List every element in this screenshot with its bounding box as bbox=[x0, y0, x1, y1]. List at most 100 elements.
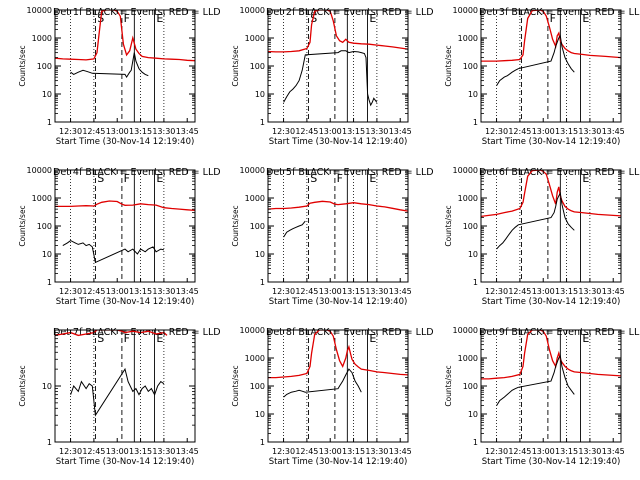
y-tick-label: 10000 bbox=[27, 6, 52, 15]
panel-title: Det 8f BLACK = Events, RED = LLD bbox=[266, 327, 434, 338]
x-tick-label: 13:30 bbox=[578, 127, 601, 136]
x-tick-label: 13:30 bbox=[365, 287, 388, 296]
phase-marker-f: F bbox=[124, 12, 130, 25]
y-tick-label: 1000 bbox=[32, 194, 52, 203]
x-axis-label: Start Time (30-Nov-14 12:19:40) bbox=[269, 457, 408, 467]
x-tick-label: 12:45 bbox=[295, 447, 318, 456]
series-events-line bbox=[496, 354, 575, 406]
x-tick-label: 13:30 bbox=[578, 287, 601, 296]
plot-frame bbox=[54, 329, 196, 443]
y-tick-label: 100 bbox=[250, 382, 265, 391]
panel-title: Det 6f BLACK = Events, RED = LLD bbox=[479, 167, 640, 178]
y-tick-label: 10000 bbox=[240, 6, 265, 15]
y-tick-label: 100 bbox=[37, 222, 52, 231]
series-lld-line bbox=[55, 330, 168, 337]
series-events-line bbox=[70, 52, 149, 79]
phase-marker-e: E bbox=[156, 12, 163, 25]
x-tick-label: 13:30 bbox=[365, 127, 388, 136]
y-tick-label: 100 bbox=[463, 62, 478, 71]
y-tick-label: 10 bbox=[255, 410, 265, 419]
phase-marker-s: S bbox=[310, 12, 317, 25]
y-tick-label: 10000 bbox=[453, 6, 478, 15]
x-tick-label: 12:45 bbox=[295, 127, 318, 136]
y-axis-label: Counts/sec bbox=[444, 45, 453, 86]
x-tick-label: 13:15 bbox=[555, 447, 578, 456]
x-tick-label: 13:15 bbox=[129, 287, 152, 296]
series-events-line bbox=[496, 34, 575, 86]
y-tick-label: 1000 bbox=[458, 354, 478, 363]
y-axis-label: Counts/sec bbox=[444, 365, 453, 406]
series-events-line bbox=[283, 220, 306, 238]
plot-frame bbox=[480, 329, 622, 443]
phase-marker-e: E bbox=[582, 12, 589, 25]
x-tick-label: 13:00 bbox=[106, 287, 129, 296]
series-events-line bbox=[70, 367, 165, 417]
y-tick-label: 100 bbox=[250, 62, 265, 71]
x-tick-label: 12:45 bbox=[508, 287, 531, 296]
y-tick-label: 1 bbox=[260, 118, 265, 127]
series-lld-line bbox=[481, 170, 621, 218]
plot-frame bbox=[54, 169, 196, 283]
plot-frame bbox=[480, 169, 622, 283]
plot-frame bbox=[54, 9, 196, 123]
x-tick-label: 13:00 bbox=[532, 287, 555, 296]
phase-marker-e: E bbox=[582, 332, 589, 345]
x-tick-label: 12:30 bbox=[272, 287, 295, 296]
phase-marker-e: E bbox=[156, 332, 163, 345]
x-tick-label: 13:30 bbox=[152, 287, 175, 296]
x-tick-label: 13:15 bbox=[555, 127, 578, 136]
phase-marker-e: E bbox=[156, 172, 163, 185]
panel-title: Det 5f BLACK = Events, RED = LLD bbox=[266, 167, 434, 178]
x-tick-label: 13:15 bbox=[555, 287, 578, 296]
phase-marker-s: S bbox=[97, 172, 104, 185]
y-axis-label: Counts/sec bbox=[231, 365, 240, 406]
phase-marker-e: E bbox=[582, 172, 589, 185]
y-tick-label: 10 bbox=[255, 90, 265, 99]
panel-title: Det 4f BLACK = Events, RED = LLD bbox=[53, 167, 221, 178]
x-axis-label: Start Time (30-Nov-14 12:19:40) bbox=[269, 137, 408, 147]
x-tick-label: 12:30 bbox=[485, 287, 508, 296]
phase-marker-e: E bbox=[369, 332, 376, 345]
y-tick-label: 10 bbox=[468, 410, 478, 419]
y-tick-label: 10000 bbox=[453, 166, 478, 175]
phase-marker-s: S bbox=[97, 332, 104, 345]
series-events-line bbox=[283, 368, 362, 398]
y-tick-label: 100 bbox=[463, 382, 478, 391]
y-axis-label: Counts/sec bbox=[18, 365, 27, 406]
y-axis-label: Counts/sec bbox=[18, 45, 27, 86]
y-tick-label: 10 bbox=[468, 90, 478, 99]
x-tick-label: 13:15 bbox=[129, 447, 152, 456]
y-tick-label: 1 bbox=[260, 438, 265, 447]
panel-title: Det 9f BLACK = Events, RED = LLD bbox=[479, 327, 640, 338]
x-axis-label: Start Time (30-Nov-14 12:19:40) bbox=[56, 457, 195, 467]
y-tick-label: 1 bbox=[47, 118, 52, 127]
x-axis-label: Start Time (30-Nov-14 12:19:40) bbox=[482, 297, 621, 307]
y-tick-label: 10 bbox=[42, 90, 52, 99]
y-tick-label: 100 bbox=[250, 222, 265, 231]
y-tick-label: 10 bbox=[42, 250, 52, 259]
y-tick-label: 10 bbox=[42, 382, 52, 391]
x-tick-label: 12:30 bbox=[59, 447, 82, 456]
phase-marker-e: E bbox=[369, 172, 376, 185]
x-tick-label: 13:45 bbox=[176, 447, 199, 456]
y-tick-label: 1000 bbox=[32, 34, 52, 43]
y-tick-label: 1 bbox=[473, 118, 478, 127]
series-events-line bbox=[62, 240, 165, 264]
plot-frame bbox=[267, 9, 409, 123]
series-events-line bbox=[496, 191, 575, 250]
y-tick-label: 10000 bbox=[453, 326, 478, 335]
x-tick-label: 13:00 bbox=[319, 127, 342, 136]
y-axis-label: Counts/sec bbox=[18, 205, 27, 246]
y-tick-label: 1 bbox=[47, 278, 52, 287]
x-tick-label: 13:30 bbox=[152, 127, 175, 136]
x-tick-label: 12:30 bbox=[272, 127, 295, 136]
plot-frame bbox=[267, 329, 409, 443]
x-tick-label: 12:45 bbox=[508, 447, 531, 456]
y-axis-label: Counts/sec bbox=[444, 205, 453, 246]
